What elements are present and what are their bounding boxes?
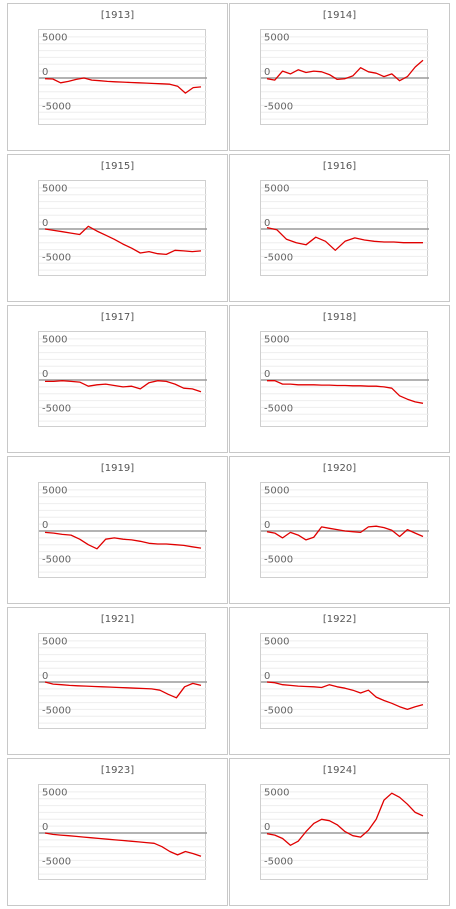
chart-panel: [1923] 5000 0 -5000 [7,758,228,906]
series-line [44,531,202,550]
line-chart: 5000 0 -5000 [38,29,207,125]
chart-title: [1923] [100,765,135,776]
line-chart: 5000 0 -5000 [260,633,429,729]
series-line [267,380,424,404]
y-tick-label: -5000 [42,705,71,716]
line-chart: 5000 0 -5000 [260,180,429,276]
series-line [266,59,424,82]
series-line [44,832,202,857]
y-tick-label: 5000 [42,33,67,44]
y-tick-label: -5000 [42,403,71,414]
chart-panel: [1918] 5000 0 -5000 [229,305,450,453]
y-tick-label: 5000 [264,788,289,799]
y-tick-label: 5000 [264,637,289,648]
chart-title: [1918] [322,312,357,323]
chart-title: [1921] [100,614,135,625]
line-chart: 5000 0 -5000 [38,180,207,276]
line-chart: 5000 0 -5000 [260,482,429,578]
y-tick-label: -5000 [264,856,293,867]
series-line [266,681,424,711]
chart-title: [1916] [322,161,357,172]
chart-panel: [1917] 5000 0 -5000 [7,305,228,453]
line-chart: 5000 0 -5000 [260,331,429,427]
y-tick-label: 5000 [264,335,289,346]
y-tick-label: -5000 [264,403,293,414]
line-chart: 5000 0 -5000 [38,331,207,427]
y-tick-label: 0 [264,369,270,380]
chart-panel: [1913] 5000 0 -5000 [7,3,228,151]
chart-panel: [1921] 5000 0 -5000 [7,607,228,755]
chart-title: [1924] [322,765,357,776]
y-tick-label: 0 [264,520,270,531]
series-line [44,225,202,256]
y-tick-label: 5000 [264,33,289,44]
chart-panel: [1919] 5000 0 -5000 [7,456,228,604]
series-line [266,226,423,251]
y-tick-label: 0 [42,520,48,531]
y-tick-label: -5000 [42,554,71,565]
chart-panel: [1915] 5000 0 -5000 [7,154,228,302]
y-tick-label: -5000 [42,252,71,263]
series-line [44,77,202,94]
y-tick-label: -5000 [264,705,293,716]
chart-title: [1919] [100,463,135,474]
chart-title: [1915] [100,161,135,172]
y-tick-label: 0 [42,671,48,682]
y-tick-label: -5000 [264,252,293,263]
y-tick-label: 0 [42,822,48,833]
line-chart: 5000 0 -5000 [38,784,207,880]
chart-title: [1917] [100,312,135,323]
line-chart: 5000 0 -5000 [260,29,429,125]
chart-panel: [1920] 5000 0 -5000 [229,456,450,604]
series-line [44,681,202,699]
y-tick-label: 5000 [264,184,289,195]
y-tick-label: -5000 [42,101,71,112]
y-tick-label: 5000 [42,184,67,195]
y-tick-label: -5000 [42,856,71,867]
series-line [266,525,424,541]
y-tick-label: 0 [264,822,270,833]
series-line [45,380,202,393]
series-line [266,792,424,846]
chart-title: [1922] [322,614,357,625]
chart-panel: [1922] 5000 0 -5000 [229,607,450,755]
y-tick-label: 5000 [42,486,67,497]
chart-title: [1914] [322,10,357,21]
line-chart: 5000 0 -5000 [38,633,207,729]
y-tick-label: -5000 [264,554,293,565]
y-tick-label: 0 [264,218,270,229]
y-tick-label: 5000 [42,335,67,346]
y-tick-label: 0 [264,671,270,682]
chart-panel: [1916] 5000 0 -5000 [229,154,450,302]
y-tick-label: 0 [264,67,270,78]
y-tick-label: 5000 [42,637,67,648]
y-tick-label: 0 [42,67,48,78]
chart-panel: [1924] 5000 0 -5000 [229,758,450,906]
y-tick-label: 0 [42,369,48,380]
chart-title: [1913] [100,10,135,21]
y-tick-label: 5000 [42,788,67,799]
chart-title: [1920] [322,463,357,474]
y-tick-label: 0 [42,218,48,229]
line-chart: 5000 0 -5000 [260,784,429,880]
y-tick-label: 5000 [264,486,289,497]
chart-panel: [1914] 5000 0 -5000 [229,3,450,151]
line-chart: 5000 0 -5000 [38,482,207,578]
y-tick-label: -5000 [264,101,293,112]
